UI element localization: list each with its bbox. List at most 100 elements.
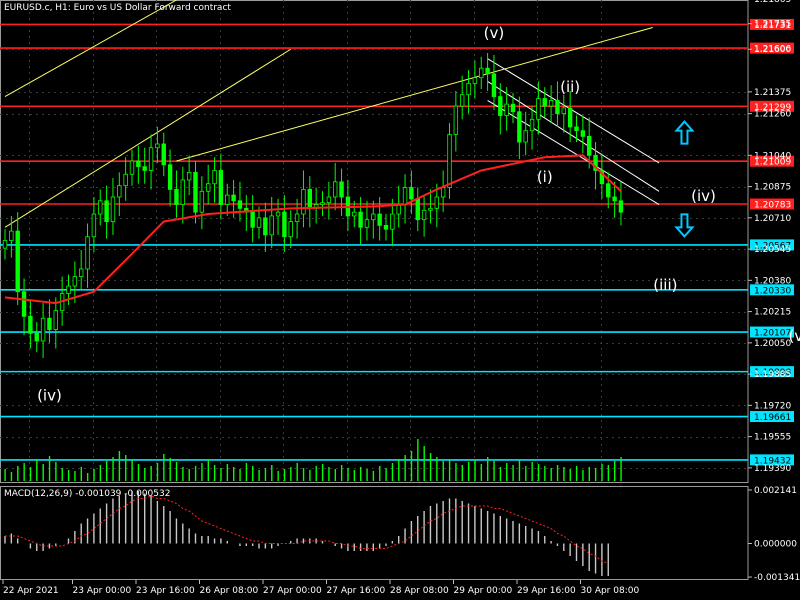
price-tick-label-3: 1.21375 bbox=[754, 88, 791, 98]
candle-body-37 bbox=[237, 200, 243, 209]
price-tick-label-2: 1.21600 bbox=[754, 45, 791, 55]
price-tick-label-0: 1.21865 bbox=[754, 0, 791, 5]
candle-body-3 bbox=[21, 291, 27, 317]
candle-11 bbox=[72, 261, 78, 304]
candle-20 bbox=[129, 149, 135, 186]
volume-bar-92 bbox=[588, 467, 590, 481]
candle-body-21 bbox=[136, 160, 141, 168]
candle-body-94 bbox=[599, 170, 605, 185]
wave-label-1: (ii) bbox=[560, 78, 580, 96]
volume-bar-95 bbox=[607, 465, 610, 481]
candle-body-57 bbox=[364, 219, 370, 228]
trendline-line-2 bbox=[176, 26, 653, 162]
candle-3 bbox=[21, 278, 27, 336]
volume-bar-65 bbox=[417, 439, 419, 481]
moving-average bbox=[4, 154, 622, 305]
candle-body-14 bbox=[91, 213, 97, 238]
volume-bar-51 bbox=[328, 467, 330, 481]
volume-bar-47 bbox=[302, 468, 305, 481]
volume-bar-96 bbox=[614, 461, 616, 481]
volume-bar-76 bbox=[487, 457, 489, 481]
chart-title: EURUSD.c, H1: Euro vs US Dollar Forward … bbox=[4, 3, 231, 13]
level-tag-label-3: 1.21009 bbox=[754, 158, 791, 168]
candle-body-23 bbox=[148, 147, 154, 171]
candle-body-47 bbox=[301, 189, 306, 215]
volume-bar-15 bbox=[99, 465, 102, 481]
level-tag-7 bbox=[750, 326, 794, 338]
volume-bar-94 bbox=[601, 464, 603, 481]
volume-bar-75 bbox=[480, 464, 483, 481]
candle-body-93 bbox=[593, 154, 598, 171]
candle-17 bbox=[110, 178, 116, 235]
level-tag-9 bbox=[750, 411, 794, 423]
volume-bar-48 bbox=[309, 470, 311, 481]
candle-24 bbox=[155, 126, 160, 163]
arrow-down-icon bbox=[674, 213, 695, 238]
candle-body-78 bbox=[498, 96, 503, 116]
candle-body-2 bbox=[15, 230, 20, 293]
candle-47 bbox=[301, 170, 306, 228]
candle-body-36 bbox=[231, 194, 236, 202]
volume-bar-13 bbox=[86, 473, 89, 481]
candle-86 bbox=[548, 85, 554, 124]
candle-52 bbox=[332, 162, 338, 211]
candle-body-26 bbox=[167, 164, 173, 190]
volume-bar-58 bbox=[372, 471, 375, 481]
channel-line-5 bbox=[487, 99, 660, 205]
candle-body-92 bbox=[587, 135, 592, 156]
candle-body-77 bbox=[491, 73, 497, 98]
candle-body-41 bbox=[263, 217, 268, 236]
candle-body-25 bbox=[161, 143, 166, 166]
volume-bar-50 bbox=[321, 464, 324, 481]
macd-tick-label-2: -0.001341 bbox=[754, 573, 800, 583]
candle-body-83 bbox=[529, 118, 535, 132]
candle-body-11 bbox=[72, 276, 78, 287]
volume-bar-57 bbox=[366, 469, 368, 481]
candle-body-88 bbox=[561, 107, 566, 115]
volume-bar-97 bbox=[620, 457, 622, 481]
candle-23 bbox=[148, 134, 154, 190]
price-tick-label-7: 1.20710 bbox=[754, 214, 791, 224]
volume-bar-45 bbox=[290, 467, 292, 481]
candle-body-60 bbox=[383, 224, 389, 230]
candle-29 bbox=[186, 155, 192, 196]
volume-bar-86 bbox=[550, 468, 552, 481]
moving-average-line bbox=[4, 154, 622, 305]
candle-2 bbox=[15, 212, 20, 305]
volume-bar-27 bbox=[175, 462, 178, 481]
volume-bar-60 bbox=[385, 468, 387, 481]
candle-body-17 bbox=[110, 196, 116, 223]
candle-90 bbox=[574, 115, 579, 143]
volume-bar-8 bbox=[55, 462, 57, 481]
candle-8 bbox=[53, 297, 58, 349]
candle-body-58 bbox=[371, 213, 376, 221]
wave-labels: (v) (ii) (i) (iv) (iii) (v) (iv) bbox=[37, 24, 800, 405]
candle-body-16 bbox=[104, 200, 109, 223]
candle-body-48 bbox=[307, 189, 312, 209]
candle-body-8 bbox=[53, 310, 58, 330]
volume-bar-5 bbox=[36, 459, 38, 481]
macd-panel-frame bbox=[0, 486, 749, 580]
volume-bar-11 bbox=[74, 471, 76, 481]
candle-body-40 bbox=[256, 217, 262, 228]
candle-body-46 bbox=[294, 213, 300, 223]
level-tag-label-7: 1.20107 bbox=[754, 329, 791, 339]
macd-panel[interactable]: 0.002141 0.000000 -0.001341 bbox=[4, 486, 800, 583]
candle-body-85 bbox=[542, 98, 547, 107]
candle-21 bbox=[136, 145, 141, 184]
volume-bar-84 bbox=[537, 464, 540, 481]
candle-body-35 bbox=[225, 194, 230, 205]
volume-bar-34 bbox=[220, 468, 222, 481]
candle-76 bbox=[485, 53, 490, 91]
candle-15 bbox=[98, 189, 103, 226]
candle-body-87 bbox=[555, 99, 560, 115]
candle-77 bbox=[491, 54, 497, 110]
volume-bar-52 bbox=[334, 469, 336, 481]
candle-body-29 bbox=[186, 171, 192, 181]
volume-bar-20 bbox=[131, 460, 133, 481]
volume-bar-23 bbox=[150, 466, 152, 481]
volume-bar-77 bbox=[493, 461, 495, 481]
candle-body-97 bbox=[618, 200, 624, 213]
price-candles[interactable] bbox=[2, 53, 624, 358]
